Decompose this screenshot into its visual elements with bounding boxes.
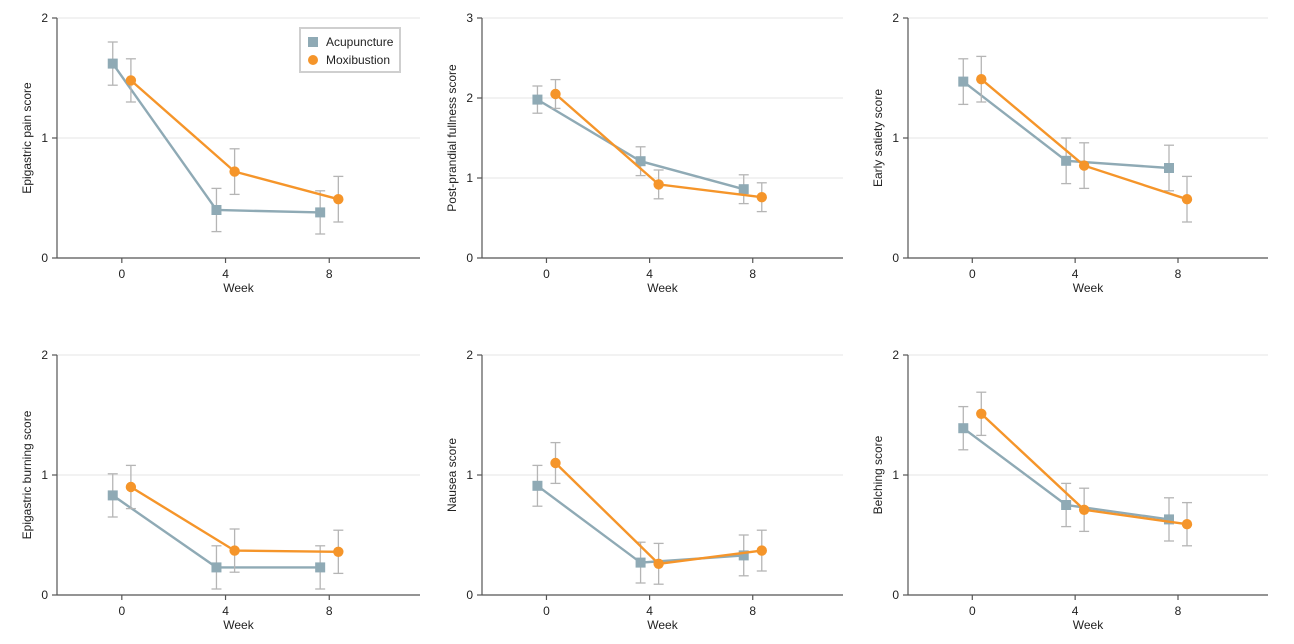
chart-panel-1: 0 1 2 0 4 8 Week Epigastric pain score Acupunctu…: [20, 11, 420, 295]
y-tick-label: 3: [466, 11, 473, 25]
acupuncture-point: [211, 205, 222, 215]
acupuncture-point: [635, 557, 646, 568]
x-axis-label: Week: [223, 618, 254, 632]
x-tick-label: 0: [969, 604, 976, 618]
acupuncture-point: [1061, 500, 1072, 510]
y-tick-label: 2: [41, 348, 48, 362]
y-tick-label: 2: [892, 11, 899, 25]
chart-panel-3: 0 1 2 0 4 8 Week Early satiety score: [871, 11, 1268, 295]
moxibustion-point: [333, 546, 344, 557]
acupuncture-point: [1061, 155, 1072, 166]
y-tick-label: 1: [41, 131, 48, 145]
acupuncture-point: [635, 156, 646, 167]
y-tick-label: 2: [466, 348, 473, 362]
chart-panel-2: 0 1 2 3 0 4 8 Week Post-prandial fullness score: [445, 11, 843, 295]
y-tick-label: 0: [41, 251, 48, 265]
x-tick-label: 4: [646, 267, 653, 281]
moxibustion-point: [756, 192, 767, 203]
moxibustion-point: [1078, 504, 1090, 515]
y-tick-label: 2: [41, 11, 48, 25]
x-axis-label: Week: [647, 618, 678, 632]
x-tick-label: 4: [1072, 267, 1079, 281]
y-tick-label: 2: [892, 348, 899, 362]
x-tick-label: 8: [1175, 604, 1182, 618]
legend: Acupuncture Moxibustion: [299, 27, 401, 73]
acupuncture-point: [738, 184, 749, 195]
moxibustion-point: [653, 179, 664, 190]
y-axis-label: Early satiety score: [871, 89, 885, 187]
y-tick-label: 2: [466, 91, 473, 105]
x-axis-label: Week: [223, 281, 254, 295]
x-axis-label: Week: [1073, 618, 1104, 632]
x-axis-label: Week: [1073, 281, 1104, 295]
moxibustion-point: [125, 481, 137, 493]
x-tick-label: 4: [222, 604, 229, 618]
y-tick-label: 0: [466, 251, 473, 265]
x-tick-label: 8: [326, 604, 333, 618]
acupuncture-point: [315, 562, 326, 573]
y-tick-label: 1: [892, 131, 899, 145]
moxibustion-point: [1181, 519, 1193, 530]
x-tick-label: 8: [1175, 267, 1182, 281]
moxibustion-point: [550, 457, 561, 469]
acupuncture-point: [958, 423, 969, 434]
legend-marker-acupuncture: [308, 37, 318, 47]
chart-panel-4: 0 1 2 0 4 8 Week Epigastric burning score: [20, 348, 420, 632]
moxibustion-point: [653, 558, 664, 569]
y-tick-label: 1: [892, 468, 899, 482]
moxibustion-point: [976, 74, 987, 85]
moxibustion-point: [229, 166, 240, 177]
moxibustion-point: [125, 75, 137, 86]
y-axis-label: Belching score: [871, 435, 885, 514]
moxibustion-point: [976, 408, 987, 419]
x-tick-label: 0: [118, 267, 125, 281]
x-tick-label: 0: [118, 604, 125, 618]
y-tick-label: 1: [466, 171, 473, 185]
y-axis-label: Nausea score: [445, 438, 459, 512]
y-tick-label: 0: [466, 588, 473, 602]
legend-label-moxibustion: Moxibustion: [326, 53, 390, 67]
acupuncture-point: [1164, 163, 1174, 173]
legend-marker-moxibustion: [308, 55, 318, 65]
y-tick-label: 0: [892, 251, 899, 265]
legend-box: [299, 27, 401, 73]
y-axis-label: Epigastric burning score: [20, 410, 34, 539]
moxibustion-point: [229, 545, 240, 556]
y-axis-label: Epigastric pain score: [20, 82, 34, 194]
acupuncture-point: [107, 58, 118, 69]
y-axis-label: Post-prandial fullness score: [445, 64, 459, 212]
moxibustion-point: [1078, 160, 1090, 171]
moxibustion-point: [756, 545, 767, 556]
acupuncture-point: [211, 562, 222, 573]
y-tick-label: 1: [41, 468, 48, 482]
x-tick-label: 4: [1072, 604, 1079, 618]
acupuncture-point: [958, 76, 969, 87]
moxibustion-point: [1181, 194, 1193, 205]
moxibustion-point: [550, 88, 561, 100]
x-tick-label: 8: [326, 267, 333, 281]
acupuncture-point: [1164, 514, 1174, 525]
x-tick-label: 0: [543, 604, 550, 618]
moxibustion-point: [333, 194, 344, 205]
y-tick-label: 0: [892, 588, 899, 602]
x-tick-label: 8: [749, 604, 756, 618]
x-tick-label: 8: [749, 267, 756, 281]
x-tick-label: 0: [969, 267, 976, 281]
acupuncture-point: [107, 490, 118, 501]
acupuncture-point: [532, 94, 543, 105]
x-tick-label: 0: [543, 267, 550, 281]
x-tick-label: 4: [646, 604, 653, 618]
y-tick-label: 1: [466, 468, 473, 482]
legend-label-acupuncture: Acupuncture: [326, 35, 394, 49]
x-tick-label: 4: [222, 267, 229, 281]
acupuncture-point: [532, 480, 543, 491]
y-tick-label: 0: [41, 588, 48, 602]
acupuncture-point: [738, 550, 749, 561]
acupuncture-point: [315, 207, 326, 218]
chart-panel-5: 0 1 2 0 4 8 Week Nausea score: [445, 348, 843, 632]
chart-panel-6: 0 1 2 0 4 8 Week Belching score: [871, 348, 1268, 632]
x-axis-label: Week: [647, 281, 678, 295]
